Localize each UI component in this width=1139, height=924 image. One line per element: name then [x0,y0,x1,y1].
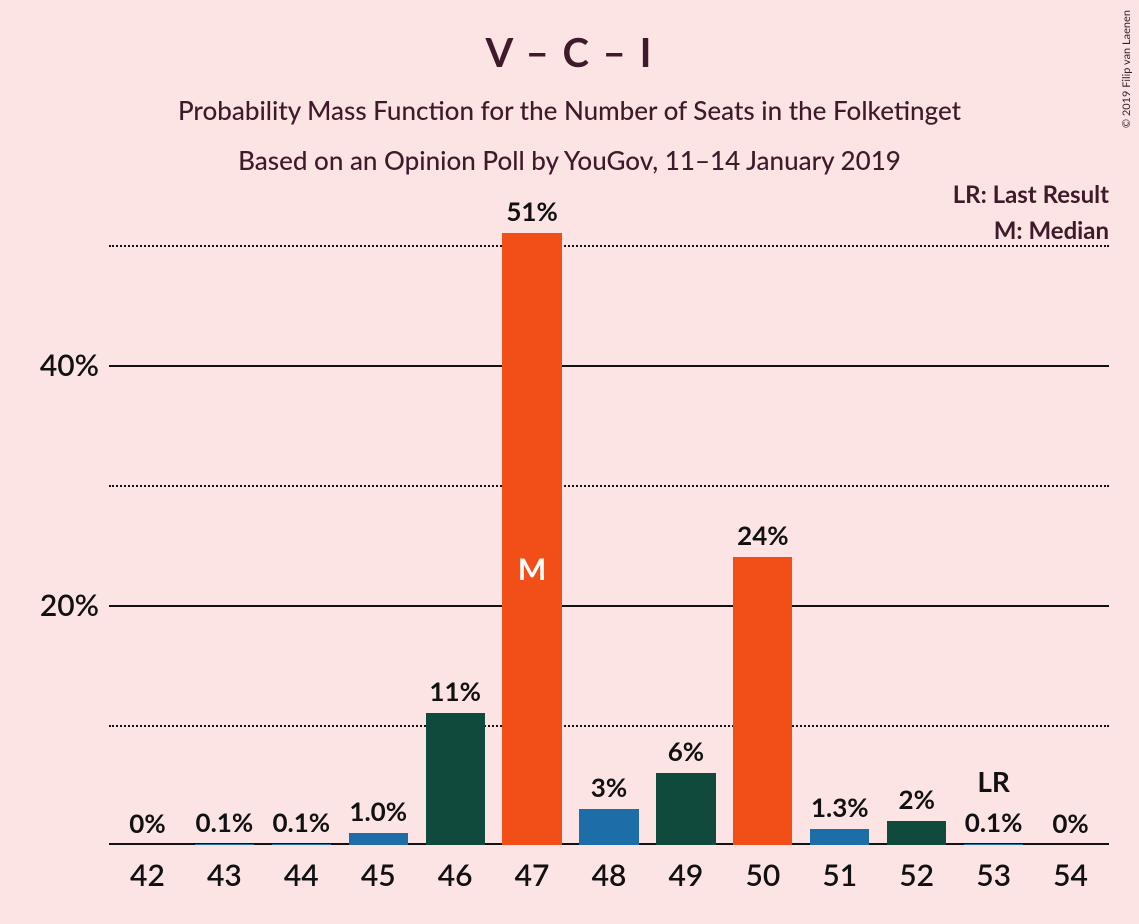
gridline [109,725,1109,727]
x-tick-label: 47 [515,845,550,893]
bar [887,821,946,845]
bar [810,829,869,845]
bar-value-label: 2% [898,783,934,815]
y-tick-label: 40% [40,347,109,383]
bar-value-label: 0.1% [196,806,254,838]
bar-value-label: 3% [591,771,627,803]
bar [656,773,715,845]
bar-value-label: 24% [737,519,788,551]
gridline [109,485,1109,487]
bar-value-label: 0% [1052,807,1088,839]
copyright-text: © 2019 Filip van Laenen [1120,10,1133,128]
bar-value-label: 0% [129,807,165,839]
y-tick-label: 20% [40,587,109,623]
bar-value-label: 1.0% [349,795,407,827]
bar-value-label: 6% [668,735,704,767]
bar-marker-median: M [518,551,546,587]
bar-value-label: 1.3% [811,791,869,823]
x-tick-label: 53 [976,845,1011,893]
x-tick-label: 43 [207,845,242,893]
x-tick-label: 52 [899,845,934,893]
chart-container: V – C – I Probability Mass Function for … [0,0,1139,924]
x-tick-label: 54 [1053,845,1088,893]
x-tick-label: 46 [438,845,473,893]
x-tick-label: 48 [592,845,627,893]
bar [579,809,638,845]
bar-value-label: 11% [429,675,480,707]
x-tick-label: 44 [284,845,319,893]
x-tick-label: 42 [130,845,165,893]
bar [426,713,485,845]
bar-value-label: 0.1% [272,806,330,838]
x-tick-label: 50 [745,845,780,893]
chart-subtitle-1: Probability Mass Function for the Number… [0,94,1139,126]
x-tick-label: 51 [822,845,857,893]
chart-title: V – C – I [0,28,1139,76]
bar-annotation-lr: LR [977,764,1010,798]
x-tick-label: 49 [669,845,704,893]
x-tick-label: 45 [361,845,396,893]
bar [502,233,561,845]
bar [349,833,408,845]
bar-value-label: 0.1% [965,806,1023,838]
bar-value-label: 51% [506,195,557,227]
plot-area: 20%40%0%0.1%0.1%1.0%11%51%M3%6%24%1.3%2%… [109,185,1109,845]
gridline [109,605,1109,607]
gridline [109,365,1109,367]
chart-subtitle-2: Based on an Opinion Poll by YouGov, 11–1… [0,144,1139,176]
bar [733,557,792,845]
gridline [109,245,1109,247]
